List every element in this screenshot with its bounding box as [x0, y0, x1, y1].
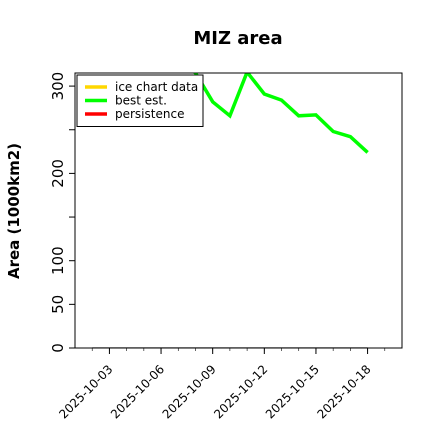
x-tick-label: 2025-10-12 — [211, 362, 270, 421]
legend-label: persistence — [115, 107, 184, 121]
y-tick-label: 200 — [49, 159, 67, 188]
x-tick-label: 2025-10-09 — [160, 362, 219, 421]
legend-label: best est. — [115, 94, 167, 108]
y-tick-label: 100 — [49, 246, 67, 275]
y-tick-label: 50 — [49, 295, 67, 314]
series-line-best-est- — [192, 73, 369, 154]
y-axis: 0 50 100 200 300 — [49, 72, 75, 353]
y-tick-label: 300 — [49, 72, 67, 101]
legend-label: ice chart data — [115, 80, 198, 94]
x-tick-label: 2025-10-15 — [263, 362, 322, 421]
x-tick-label: 2025-10-03 — [56, 362, 115, 421]
x-tick-label: 2025-10-06 — [108, 362, 167, 421]
plot-frame — [74, 72, 403, 349]
x-axis: 2025-10-032025-10-062025-10-092025-10-12… — [56, 348, 386, 421]
series-layer — [92, 73, 369, 348]
y-axis-label: Area (1000km2) — [5, 143, 23, 279]
y-tick-label: 0 — [49, 343, 67, 353]
chart-title: MIZ area — [193, 28, 282, 49]
x-tick-label: 2025-10-18 — [314, 362, 373, 421]
